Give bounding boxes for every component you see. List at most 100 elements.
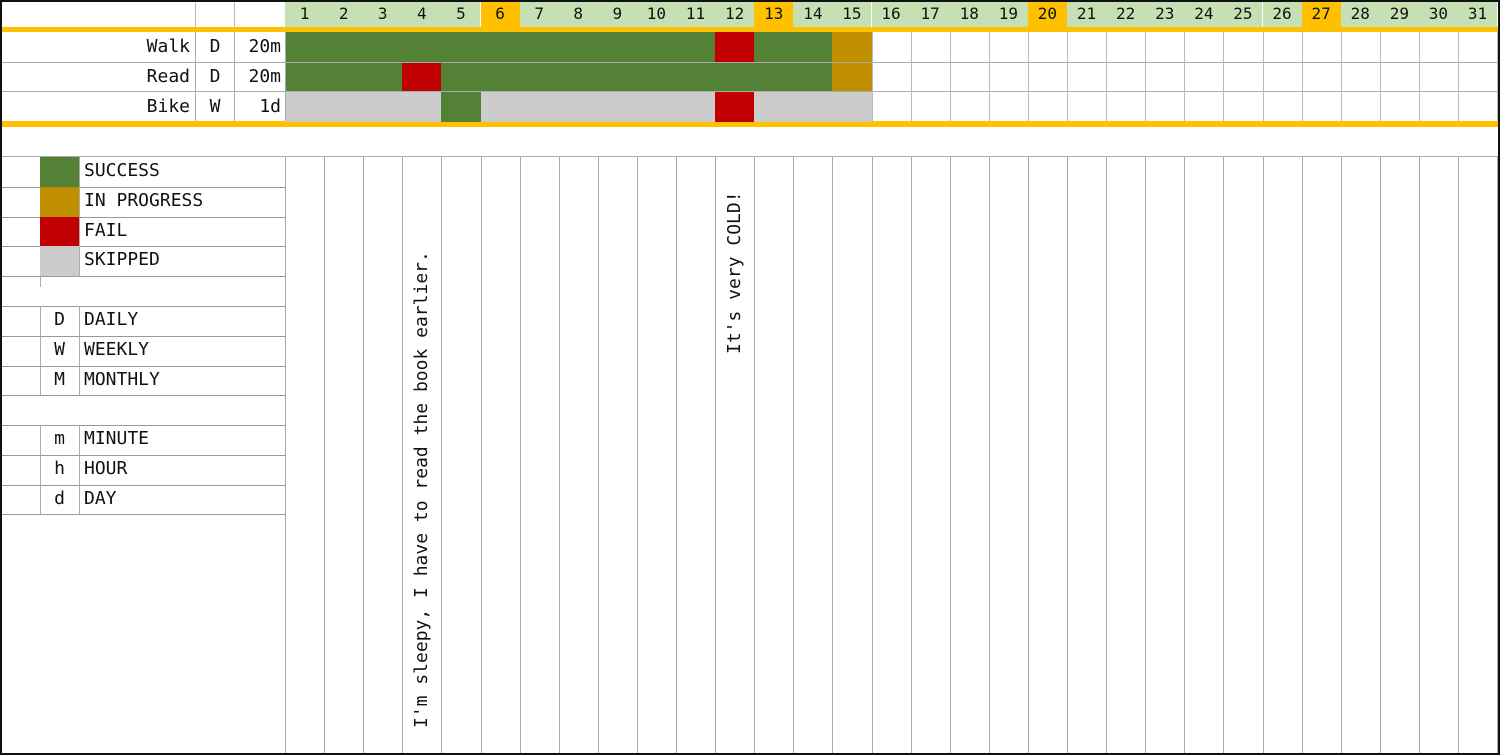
habit-day-cell[interactable] <box>1184 92 1224 122</box>
habit-day-cell[interactable] <box>911 92 951 122</box>
habit-day-cell[interactable] <box>832 32 873 62</box>
habit-day-cell[interactable] <box>950 92 990 122</box>
day-header-12[interactable] <box>715 2 755 27</box>
day-header-27[interactable] <box>1301 2 1341 27</box>
day-header-2[interactable] <box>324 2 364 27</box>
habit-day-cell[interactable] <box>441 62 482 92</box>
habit-day-cell[interactable] <box>1380 62 1420 92</box>
day-header-20[interactable] <box>1027 2 1067 27</box>
habit-day-cell[interactable] <box>636 62 677 92</box>
habit-day-cell[interactable] <box>950 62 990 92</box>
habit-day-cell[interactable] <box>402 62 442 92</box>
habit-day-cell[interactable] <box>872 32 912 62</box>
day-header-25[interactable] <box>1223 2 1263 27</box>
habit-day-cell[interactable] <box>1106 92 1146 122</box>
habit-day-cell[interactable] <box>1067 32 1107 62</box>
habit-day-cell[interactable] <box>1302 32 1342 62</box>
habit-day-cell[interactable] <box>441 92 482 122</box>
habit-day-cell[interactable] <box>519 62 560 92</box>
day-header-24[interactable] <box>1184 2 1224 27</box>
habit-day-cell[interactable] <box>676 62 716 92</box>
day-header-18[interactable] <box>949 2 989 27</box>
day-header-22[interactable] <box>1106 2 1146 27</box>
habit-day-cell[interactable] <box>324 32 364 62</box>
habit-day-cell[interactable] <box>1380 32 1420 62</box>
day-header-7[interactable] <box>519 2 559 27</box>
habit-day-cell[interactable] <box>285 62 325 92</box>
habit-day-cell[interactable] <box>1028 92 1068 122</box>
habit-day-cell[interactable] <box>1223 92 1263 122</box>
day-header-13[interactable] <box>754 2 794 27</box>
habit-day-cell[interactable] <box>636 92 677 122</box>
habit-day-cell[interactable] <box>1263 32 1303 62</box>
habit-day-cell[interactable] <box>1302 92 1342 122</box>
day-header-31[interactable] <box>1458 2 1498 27</box>
habit-day-cell[interactable] <box>676 32 716 62</box>
day-header-29[interactable] <box>1379 2 1419 27</box>
habit-day-cell[interactable] <box>832 62 873 92</box>
habit-day-cell[interactable] <box>989 92 1029 122</box>
day-header-26[interactable] <box>1262 2 1302 27</box>
day-header-15[interactable] <box>832 2 872 27</box>
habit-day-cell[interactable] <box>754 92 794 122</box>
habit-frequency[interactable]: W <box>209 96 221 117</box>
habit-frequency[interactable]: D <box>209 66 221 87</box>
habit-day-cell[interactable] <box>1028 62 1068 92</box>
habit-day-cell[interactable] <box>1184 62 1224 92</box>
habit-day-cell[interactable] <box>363 62 403 92</box>
habit-day-cell[interactable] <box>1145 62 1185 92</box>
habit-goal[interactable]: 1d <box>259 96 281 117</box>
habit-day-cell[interactable] <box>1028 32 1068 62</box>
day-header-21[interactable] <box>1067 2 1107 27</box>
habit-day-cell[interactable] <box>1419 92 1459 122</box>
day-header-23[interactable] <box>1145 2 1185 27</box>
habit-day-cell[interactable] <box>597 32 638 62</box>
habit-day-cell[interactable] <box>519 92 560 122</box>
habit-day-cell[interactable] <box>480 62 521 92</box>
day-note[interactable]: I'm sleepy, I have to read the book earl… <box>410 251 432 728</box>
day-header-30[interactable] <box>1418 2 1458 27</box>
habit-day-cell[interactable] <box>558 32 599 62</box>
day-header-17[interactable] <box>910 2 950 27</box>
habit-day-cell[interactable] <box>1184 32 1224 62</box>
day-header-1[interactable] <box>285 2 325 27</box>
habit-day-cell[interactable] <box>519 32 560 62</box>
habit-day-cell[interactable] <box>285 92 325 122</box>
habit-day-cell[interactable] <box>1419 32 1459 62</box>
habit-day-cell[interactable] <box>911 62 951 92</box>
habit-day-cell[interactable] <box>363 92 403 122</box>
habit-day-cell[interactable] <box>911 32 951 62</box>
habit-day-cell[interactable] <box>363 32 403 62</box>
day-header-8[interactable] <box>558 2 598 27</box>
habit-day-cell[interactable] <box>1067 92 1107 122</box>
habit-day-cell[interactable] <box>676 92 716 122</box>
habit-day-cell[interactable] <box>1341 62 1381 92</box>
habit-day-cell[interactable] <box>989 32 1029 62</box>
habit-day-cell[interactable] <box>715 92 755 122</box>
habit-day-cell[interactable] <box>1458 62 1498 92</box>
habit-day-cell[interactable] <box>1106 62 1146 92</box>
habit-day-cell[interactable] <box>793 32 833 62</box>
habit-day-cell[interactable] <box>285 32 325 62</box>
habit-day-cell[interactable] <box>1458 92 1498 122</box>
habit-day-cell[interactable] <box>1263 92 1303 122</box>
habit-day-cell[interactable] <box>754 32 794 62</box>
habit-day-cell[interactable] <box>1223 62 1263 92</box>
day-header-4[interactable] <box>402 2 442 27</box>
habit-day-cell[interactable] <box>1106 32 1146 62</box>
day-header-5[interactable] <box>441 2 481 27</box>
habit-day-cell[interactable] <box>480 32 521 62</box>
day-header-6[interactable] <box>480 2 520 27</box>
habit-day-cell[interactable] <box>597 92 638 122</box>
habit-day-cell[interactable] <box>1380 92 1420 122</box>
habit-day-cell[interactable] <box>1302 62 1342 92</box>
habit-name[interactable]: Read <box>146 66 190 87</box>
habit-day-cell[interactable] <box>597 62 638 92</box>
day-header-19[interactable] <box>988 2 1028 27</box>
habit-name[interactable]: Walk <box>146 36 190 57</box>
habit-frequency[interactable]: D <box>209 36 221 57</box>
habit-day-cell[interactable] <box>1223 32 1263 62</box>
habit-day-cell[interactable] <box>1419 62 1459 92</box>
habit-day-cell[interactable] <box>636 32 677 62</box>
habit-day-cell[interactable] <box>324 92 364 122</box>
